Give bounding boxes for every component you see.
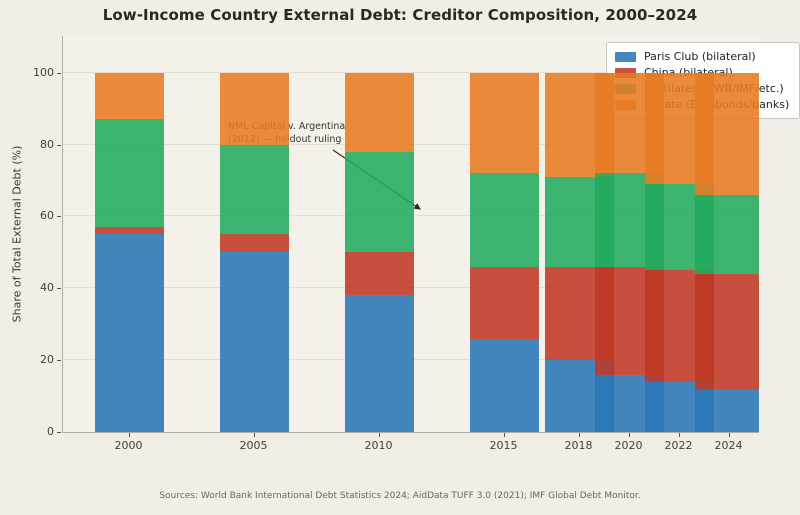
bar-2015 (470, 72, 539, 432)
bar-2024 (695, 72, 759, 432)
y-tick-mark (57, 432, 61, 433)
x-tick-label: 2000 (114, 439, 143, 452)
plot-area (62, 36, 759, 433)
x-tick-mark (678, 433, 680, 437)
y-tick-mark (57, 360, 61, 362)
y-tick-label: 100 (33, 65, 54, 79)
gridline (63, 71, 759, 73)
bar-segment (95, 119, 164, 228)
x-tick-mark (628, 433, 630, 437)
legend-label: Paris Club (bilateral) (644, 50, 756, 63)
x-tick-mark (503, 433, 505, 437)
bar-segment (345, 151, 414, 253)
bar-segment (345, 295, 414, 432)
y-tick-label: 80 (40, 137, 54, 151)
y-tick-label: 60 (40, 209, 54, 223)
chart-title: Low-Income Country External Debt: Credit… (102, 6, 698, 24)
y-tick-mark (57, 288, 61, 290)
bar-segment (695, 388, 759, 432)
legend-item: Paris Club (bilateral) (615, 49, 789, 64)
x-tick-mark (578, 433, 580, 437)
bar-segment (220, 144, 289, 235)
bar-segment (220, 72, 289, 145)
bar-segment (695, 273, 759, 389)
x-tick-mark (128, 433, 130, 437)
y-tick-mark (57, 144, 61, 146)
y-tick-label: 40 (40, 281, 54, 295)
y-tick-mark (57, 216, 61, 218)
bar-2005 (220, 72, 289, 432)
y-tick-label: 20 (40, 353, 54, 367)
footer-sources: Sources: World Bank International Debt S… (159, 491, 641, 501)
x-tick-mark (253, 433, 255, 437)
x-tick-mark (728, 433, 730, 437)
bar-2000 (95, 72, 164, 432)
bar-segment (470, 72, 539, 174)
legend-swatch (615, 51, 636, 62)
bar-segment (470, 173, 539, 267)
bar-segment (220, 234, 289, 253)
x-tick-label: 2022 (664, 439, 693, 452)
x-tick-mark (378, 433, 380, 437)
y-axis-title: Share of Total External Debt (%) (10, 145, 24, 323)
legend-swatch (615, 67, 636, 78)
bar-segment (220, 252, 289, 432)
x-tick-label: 2015 (489, 439, 518, 452)
bar-segment (695, 194, 759, 274)
x-tick-label: 2024 (714, 439, 743, 452)
bar-segment (95, 72, 164, 120)
x-tick-label: 2018 (564, 439, 593, 452)
bar-segment (470, 266, 539, 339)
bar-segment (345, 252, 414, 296)
bar-2022 (645, 72, 714, 432)
y-tick-mark (57, 72, 61, 74)
x-tick-label: 2005 (239, 439, 268, 452)
y-tick-label: 0 (47, 425, 54, 438)
x-tick-label: 2020 (614, 439, 643, 452)
bar-segment (695, 72, 759, 195)
bar-segment (345, 72, 414, 152)
bar-segment (95, 227, 164, 235)
bar-segment (95, 234, 164, 432)
x-tick-label: 2010 (364, 439, 393, 452)
bar-segment (470, 338, 539, 432)
bar-2010 (345, 72, 414, 432)
